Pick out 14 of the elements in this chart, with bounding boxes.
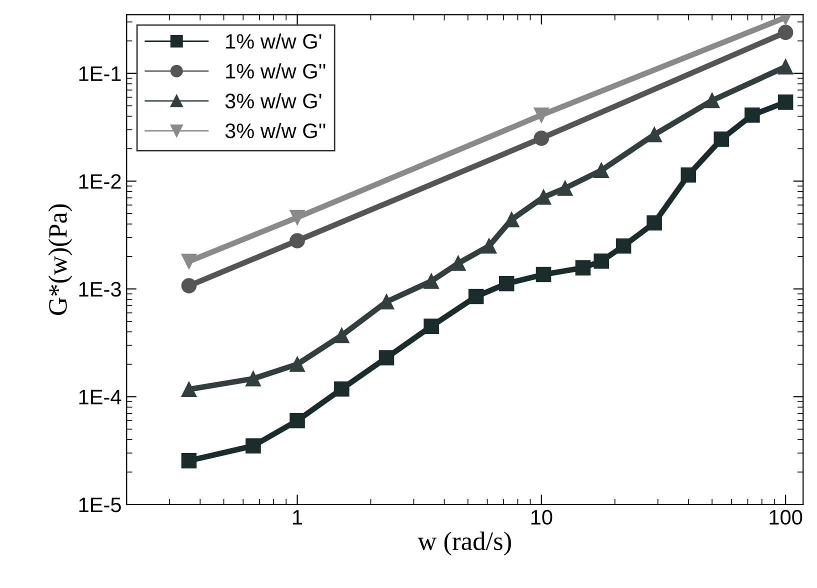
legend-label: 1% w/w G'' bbox=[226, 63, 326, 79]
legend-label: 3% w/w G' bbox=[225, 93, 322, 108]
y-tick-label: 1E-4 bbox=[79, 390, 122, 404]
y-tick-label: 1E-2 bbox=[79, 174, 121, 189]
y-axis-title: G*(w)(Pa) bbox=[48, 204, 72, 315]
legend-label: 3% w/w G'' bbox=[225, 122, 326, 138]
x-tick-label: 10 bbox=[531, 510, 552, 525]
legend-label: 1% w/w G' bbox=[226, 33, 322, 49]
x-tick-label: 1 bbox=[293, 510, 302, 524]
x-tick-label: 100 bbox=[770, 510, 802, 525]
x-axis-title: w (rad/s) bbox=[418, 532, 511, 556]
y-tick-label: 1E-1 bbox=[79, 66, 121, 81]
y-tick-label: 1E-5 bbox=[79, 498, 121, 512]
y-tick-label: 1E-3 bbox=[79, 282, 121, 297]
